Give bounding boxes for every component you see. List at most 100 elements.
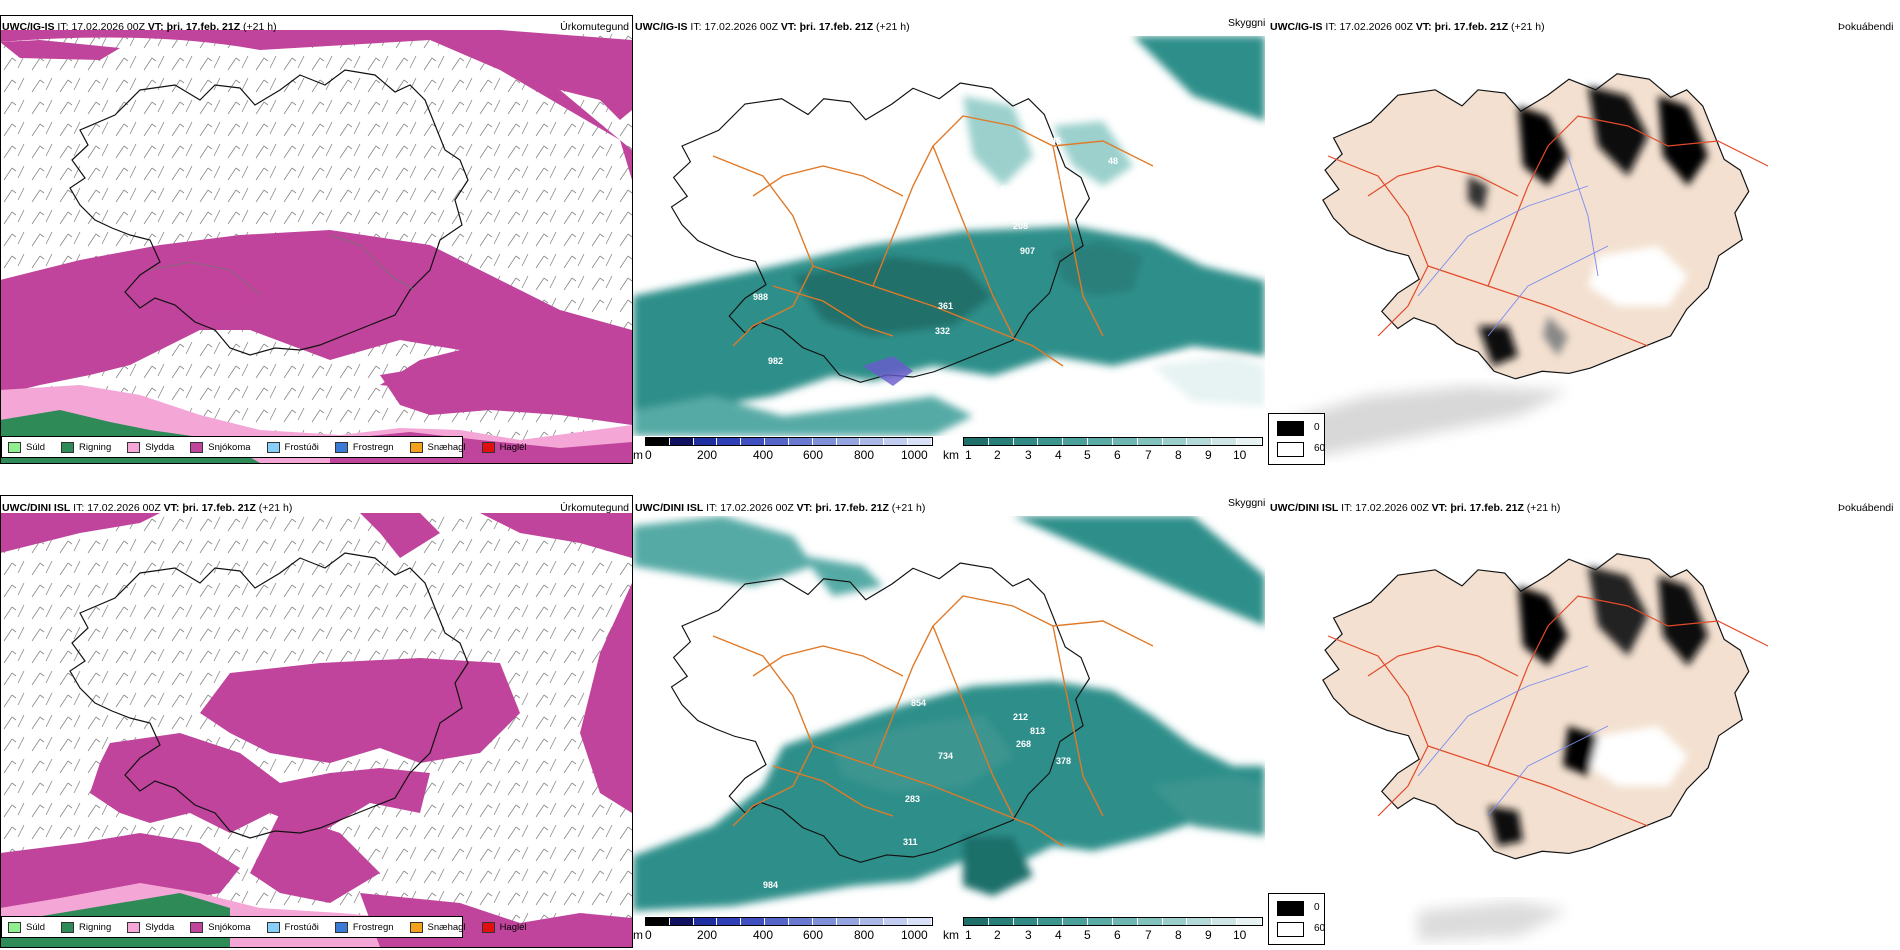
vis-label-row2-4: 734: [938, 751, 954, 761]
legend-swatch: [266, 921, 280, 933]
height-colorbar-strip: [645, 917, 933, 926]
model-name: UWC/IG-IS: [2, 21, 55, 33]
visibility-unit: km: [943, 448, 959, 462]
height-tick-1: 200: [697, 928, 718, 942]
model-name: UWC/DINI ISL: [635, 502, 704, 514]
vt-label: VT:: [780, 21, 797, 33]
header-row1-visibility: UWC/IG-IS IT: 17.02.2026 00Z VT: þri. 17…: [635, 21, 910, 33]
legend-swatch: [190, 921, 204, 933]
height-tick-3: 600: [803, 448, 824, 462]
fog-legend-value-white: 60: [1314, 443, 1326, 454]
legend-item-haglel: Haglél: [481, 441, 527, 453]
vis-label-row1-6: 982: [768, 356, 784, 366]
legend-swatch: [334, 921, 348, 933]
vt-value: þri. 17.feb. 21Z: [1450, 502, 1524, 514]
legend-item-slydda: Slydda: [127, 921, 174, 933]
vt-label: VT:: [796, 502, 813, 514]
vis-label-row1-0: 972: [956, 195, 972, 205]
vis-tick-1: 1: [965, 448, 972, 462]
vis-tick-1: 1: [965, 928, 972, 942]
vis-tick-6: 6: [1114, 448, 1121, 462]
height-tick-5: 1000: [901, 448, 928, 462]
it-value: 17.02.2026 00Z: [1339, 21, 1413, 33]
vis-tick-10: 10: [1233, 928, 1247, 942]
vis-label-row2-8: 984: [763, 880, 779, 890]
height-unit: m: [633, 928, 643, 942]
legend-item-sudd: Súld: [8, 921, 45, 933]
legend-swatch: [127, 441, 141, 453]
vis-label-row2-2: 813: [1030, 726, 1046, 736]
model-name: UWC/DINI ISL: [1270, 502, 1339, 514]
vis-tick-6: 6: [1114, 928, 1121, 942]
fog-legend-value-black: 0: [1314, 902, 1320, 913]
model-name: UWC/IG-IS: [635, 21, 688, 33]
vis-tick-8: 8: [1175, 448, 1182, 462]
height-unit: m: [633, 448, 643, 462]
lead-time: (+21 h): [1526, 502, 1561, 514]
vis-label-row1-3: 988: [753, 292, 769, 302]
vis-label-row2-1: 212: [1013, 712, 1029, 722]
vis-tick-4: 4: [1055, 448, 1062, 462]
it-value: 17.02.2026 00Z: [71, 21, 145, 33]
visibility-colorbar-strip: [963, 917, 1263, 926]
legend-item-frostregn: Frostregn: [334, 441, 394, 453]
height-tick-2: 400: [753, 448, 774, 462]
panel-title-visibility: Skyggni: [1228, 17, 1266, 29]
height-colorbar-strip: [645, 437, 933, 446]
vis-tick-5: 5: [1084, 448, 1091, 462]
height-tick-2: 400: [753, 928, 774, 942]
legend-item-snjokoma: Snjókoma: [190, 921, 251, 933]
legend-swatch: [409, 441, 423, 453]
vt-value: þri. 17.feb. 21Z: [799, 21, 874, 33]
vis-label-row1-11: 48: [1108, 156, 1119, 166]
vt-value: þri. 17.feb. 21Z: [182, 502, 256, 514]
header-row1-fog: UWC/IG-IS IT: 17.02.2026 00Z VT: þri. 17…: [1270, 21, 1545, 33]
height-tick-1: 200: [697, 448, 718, 462]
precip-type-legend-row2: Súld Rigning Slydda Snjókoma Frostúði Fr…: [1, 916, 527, 938]
precip-type-map-row1: Súld Rigning Slydda Snjókoma Frostúði Fr…: [0, 30, 632, 463]
fog-legend-row2: 0 60: [1268, 893, 1325, 945]
it-value: 17.02.2026 00Z: [1355, 502, 1429, 514]
vis-label-row2-0: 854: [911, 698, 927, 708]
legend-item-frostudi: Frostúði: [266, 441, 319, 453]
visibility-unit: km: [943, 928, 959, 942]
height-tick-0: 0: [645, 448, 652, 462]
legend-item-haglel: Haglél: [481, 921, 527, 933]
legend-item-sudd: Súld: [8, 441, 45, 453]
vis-tick-2: 2: [994, 928, 1001, 942]
lead-time: (+21 h): [243, 21, 277, 33]
legend-swatch: [127, 921, 141, 933]
it-value: 17.02.2026 00Z: [720, 502, 794, 514]
header-row1-precip: UWC/IG-IS IT: 17.02.2026 00Z VT: þri. 17…: [2, 21, 277, 33]
legend-swatch: [409, 921, 423, 933]
legend-swatch: [8, 441, 21, 453]
vis-label-row1-5: 332: [935, 326, 951, 336]
it-label: IT:: [73, 502, 85, 514]
legend-item-snaehagl: Snæhagl: [409, 921, 466, 933]
panel-title-precip-row2: Úrkomutegund: [560, 502, 629, 514]
fog-indicator-map-row1: [1268, 36, 1868, 463]
lead-time: (+21 h): [891, 502, 926, 514]
vt-label: VT:: [147, 21, 164, 33]
vt-value: þri. 17.feb. 21Z: [815, 502, 889, 514]
it-value: 17.02.2026 00Z: [87, 502, 161, 514]
header-row2-precip: UWC/DINI ISL IT: 17.02.2026 00Z VT: þri.…: [2, 502, 292, 514]
visibility-colorbar-row1: km 1 2 3 4 5 6 7 8 9 10: [943, 437, 1265, 463]
it-value: 17.02.2026 00Z: [704, 21, 778, 33]
vis-label-row1-7: 946: [946, 381, 962, 391]
header-row2-visibility: UWC/DINI ISL IT: 17.02.2026 00Z VT: þri.…: [635, 502, 925, 514]
legend-item-frostudi: Frostúði: [266, 921, 319, 933]
it-label: IT:: [1341, 502, 1353, 514]
visibility-map-row1: 972 208 907 988 361 332 982 946 43 45 18…: [633, 36, 1265, 436]
visibility-colorbar-strip: [963, 437, 1263, 446]
legend-swatch: [266, 441, 280, 453]
legend-item-rigning: Rigning: [61, 441, 111, 453]
panel-title-visibility-row2: Skyggni: [1228, 497, 1266, 509]
vis-tick-7: 7: [1145, 448, 1152, 462]
fog-legend-swatch-white: [1277, 922, 1304, 937]
legend-item-snaehagl: Snæhagl: [409, 441, 466, 453]
vis-label-row1-10: 18: [1055, 173, 1066, 183]
fog-legend-swatch-white: [1277, 442, 1304, 457]
vis-label-row1-1: 208: [1013, 221, 1029, 231]
vis-tick-9: 9: [1205, 928, 1212, 942]
